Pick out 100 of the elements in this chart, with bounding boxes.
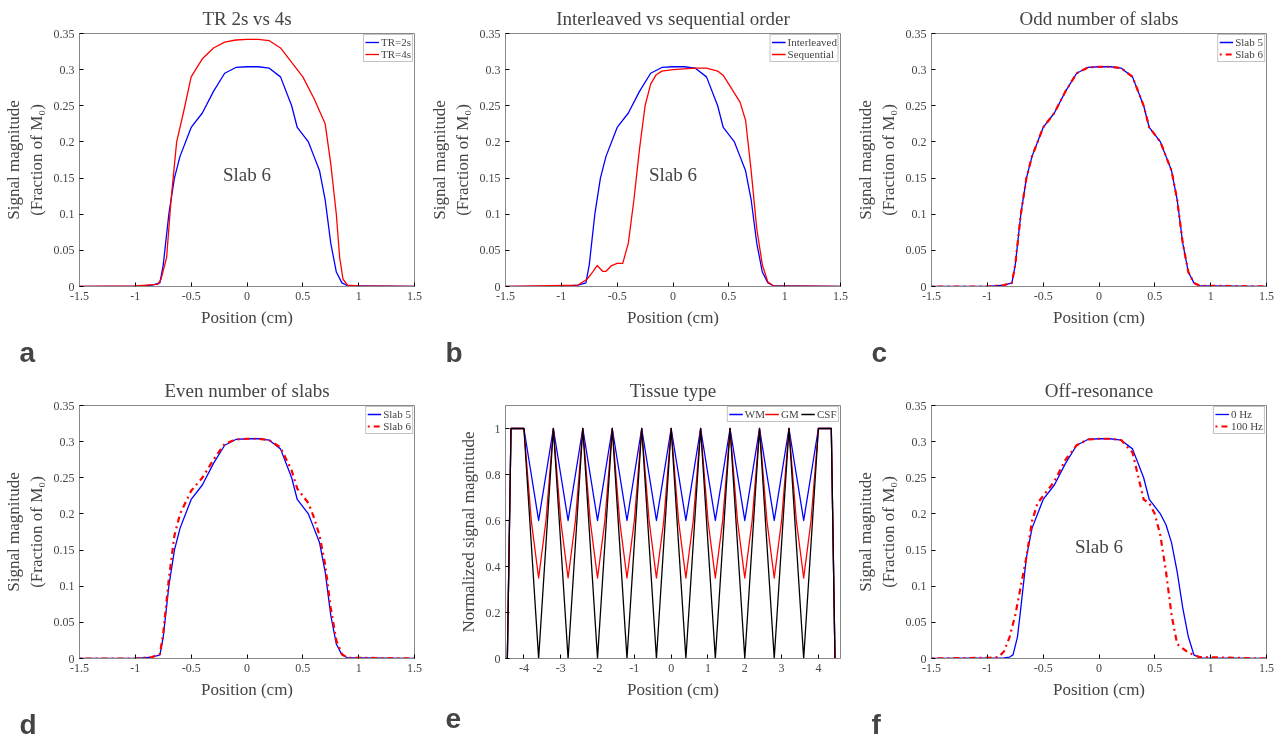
legend-label: 0 Hz: [1230, 408, 1252, 420]
y-tick-label: 0.25: [479, 98, 501, 113]
x-axis-title: Position (cm): [626, 679, 720, 699]
y-axis-title: Signal magnitude (Fraction of M₀): [3, 472, 46, 592]
y-tick-label: 0.1: [59, 579, 75, 594]
legend-label: WM: [744, 408, 765, 420]
chart-title: Tissue type: [629, 379, 717, 401]
y-tick-label: 0.15: [53, 543, 75, 558]
y-tick-label: 0.05: [905, 243, 927, 258]
legend-label: Slab 5: [1235, 36, 1263, 48]
legend-label: Slab 6: [383, 420, 411, 432]
x-axis-title: Position (cm): [200, 679, 294, 699]
chart-title: Off-resonance: [1044, 379, 1154, 401]
y-tick-label: 0.1: [485, 207, 501, 222]
x-tick-label: 1: [704, 660, 711, 675]
x-tick-label: 1.5: [407, 660, 422, 675]
legend-label: 100 Hz: [1230, 420, 1263, 432]
y-tick-label: 0.2: [485, 134, 501, 149]
y-axis-title: Signal magnitude (Fraction of M₀): [429, 100, 472, 220]
x-tick-label: 0: [244, 288, 250, 303]
y-tick-label: 0.3: [911, 62, 927, 77]
text: a: [19, 336, 36, 368]
y-tick-label: 0.2: [485, 605, 501, 620]
x-axis-title: Position (cm): [1052, 679, 1146, 699]
x-tick-label: 1: [1207, 660, 1214, 675]
y-tick-label: 0.15: [53, 171, 75, 186]
x-axis-title: Position (cm): [200, 307, 294, 327]
x-tick-label: -3: [555, 660, 566, 675]
y-tick-label: 0.35: [479, 26, 501, 41]
y-tick-label: 0.35: [905, 398, 927, 413]
y-axis-title: Signal magnitude (Fraction of M₀): [855, 472, 898, 592]
y-tick-label: 0.25: [905, 470, 927, 485]
text: f: [871, 708, 882, 740]
x-tick-label: 0: [668, 660, 675, 675]
chart-title: Odd number of slabs: [1019, 7, 1179, 29]
annotation: Slab 6: [222, 164, 272, 186]
y-tick-label: 0.25: [905, 98, 927, 113]
annotation: Slab 6: [648, 164, 698, 186]
x-tick-label: -1: [982, 288, 993, 303]
x-tick-label: -0.5: [607, 288, 627, 303]
y-tick-label: 0.05: [479, 243, 501, 258]
x-tick-label: 0.5: [1147, 660, 1163, 675]
y-axis-title: Normalized signal magnitude: [458, 431, 478, 633]
y-tick-label: 0.8: [485, 467, 501, 482]
legend-label: TR=2s: [380, 36, 411, 48]
x-tick-label: 0.5: [295, 660, 311, 675]
x-tick-label: -1: [556, 288, 567, 303]
y-tick-label: 0.2: [911, 134, 927, 149]
legend-label: TR=4s: [380, 48, 411, 60]
y-tick-label: 0.05: [53, 615, 75, 630]
y-tick-label: 0.35: [905, 26, 927, 41]
x-tick-label: 2: [741, 660, 748, 675]
y-tick-label: 0.15: [905, 171, 927, 186]
y-tick-label: 0.3: [485, 62, 501, 77]
x-tick-label: -0.5: [1033, 660, 1053, 675]
x-tick-label: 1: [355, 288, 362, 303]
y-tick-label: 0.35: [53, 26, 75, 41]
x-tick-label: -1: [130, 660, 141, 675]
x-tick-label: -1: [982, 660, 993, 675]
y-tick-label: 0.2: [59, 134, 75, 149]
y-tick-label: 0.1: [911, 579, 927, 594]
x-tick-label: 0.5: [295, 288, 311, 303]
x-tick-label: 4: [815, 660, 822, 675]
legend-label: Slab 5: [383, 408, 411, 420]
y-tick-label: 0.6: [485, 513, 501, 528]
y-tick-label: 0.25: [53, 470, 75, 485]
chart-title: Even number of slabs: [164, 379, 330, 401]
legend-label: Slab 6: [1235, 48, 1263, 60]
x-tick-label: -2: [592, 660, 603, 675]
x-tick-label: 0: [1096, 288, 1102, 303]
y-tick-label: 0.1: [911, 207, 927, 222]
x-tick-label: -0.5: [181, 288, 201, 303]
x-tick-label: 1.5: [1259, 660, 1274, 675]
y-axis-title: Signal magnitude (Fraction of M₀): [855, 100, 898, 220]
x-tick-label: 1.5: [1259, 288, 1274, 303]
y-tick-label: 0.2: [59, 506, 75, 521]
x-tick-label: -0.5: [181, 660, 201, 675]
y-tick-label: 0.05: [53, 243, 75, 258]
x-tick-label: 3: [778, 660, 785, 675]
x-tick-label: -0.5: [1033, 288, 1053, 303]
x-tick-label: 1.5: [833, 288, 848, 303]
x-axis-title: Position (cm): [626, 307, 720, 327]
x-tick-label: 0.5: [721, 288, 737, 303]
x-tick-label: -1: [629, 660, 640, 675]
legend-label: CSF: [817, 408, 837, 420]
y-tick-label: 1: [494, 421, 501, 436]
text: c: [871, 336, 888, 368]
y-axis-title: Signal magnitude (Fraction of M₀): [3, 100, 46, 220]
text: e: [445, 702, 462, 734]
y-tick-label: 0.3: [911, 434, 927, 449]
x-tick-label: 0: [1096, 660, 1102, 675]
y-tick-label: 0.2: [911, 506, 927, 521]
annotation: Slab 6: [1074, 536, 1124, 558]
y-tick-label: 0.05: [905, 615, 927, 630]
y-tick-label: 0.4: [485, 559, 501, 574]
y-tick-label: 0.3: [59, 434, 75, 449]
x-tick-label: 1: [1207, 288, 1214, 303]
legend-label: Sequential: [787, 48, 834, 60]
x-tick-label: 0: [244, 660, 250, 675]
text: b: [445, 336, 463, 368]
